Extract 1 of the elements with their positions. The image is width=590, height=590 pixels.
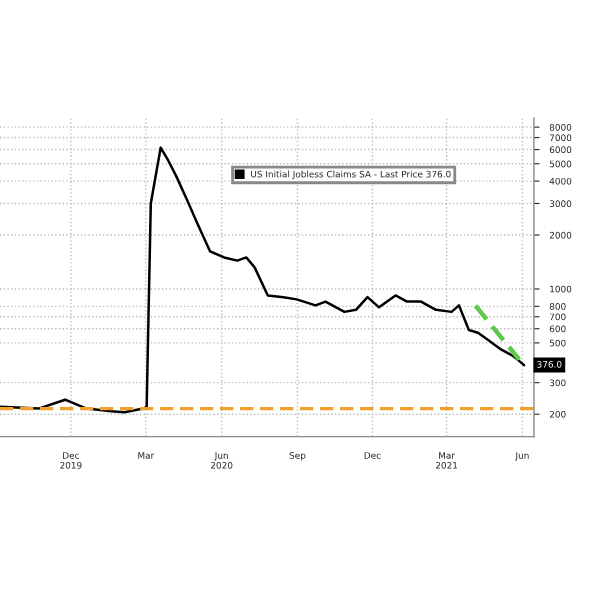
line-series [0, 146, 526, 414]
